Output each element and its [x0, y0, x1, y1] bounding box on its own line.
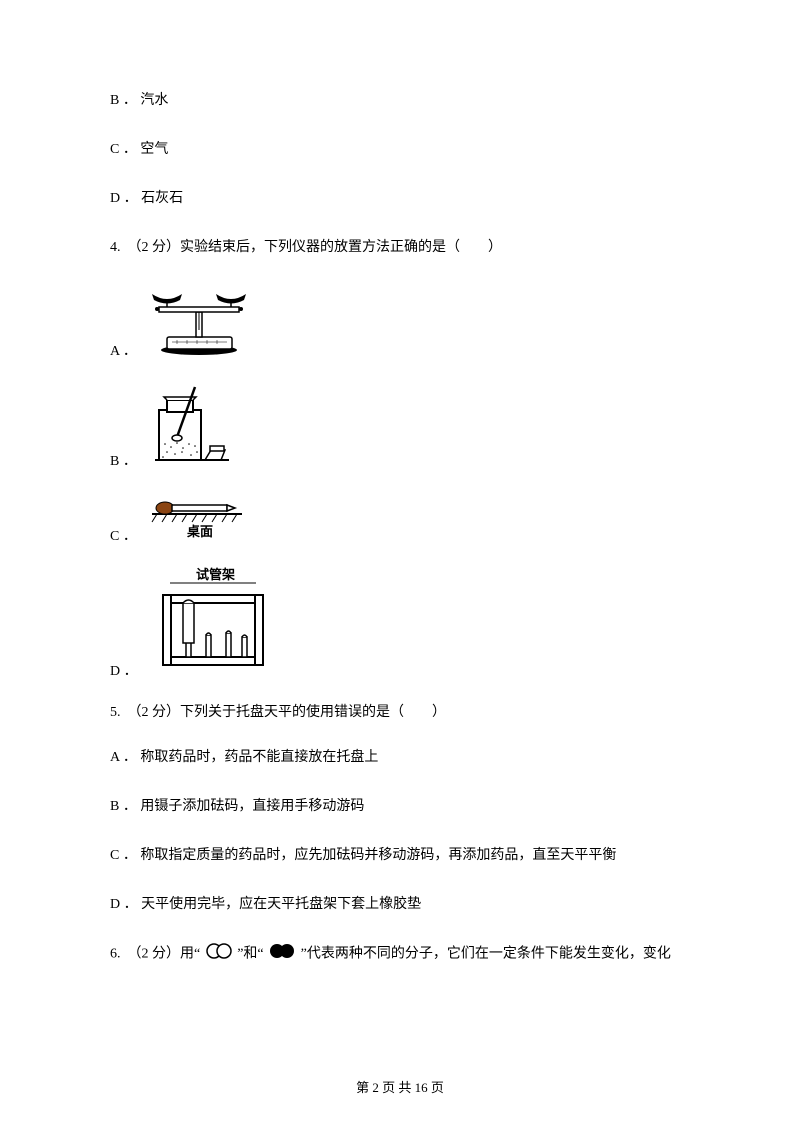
- q6-pre: 6. （2 分）用“: [110, 947, 200, 962]
- q5-option-b: B ． 用镊子添加砝码，直接用手移动游码: [110, 796, 690, 817]
- q4-option-c: C ． 桌面: [110, 492, 690, 547]
- table-surface-label: 桌面: [187, 524, 213, 539]
- question-5-stem: 5. （2 分）下列关于托盘天平的使用错误的是（ ）: [110, 702, 690, 723]
- white-molecule-icon: [204, 943, 234, 966]
- option-b-soda: B ． 汽水: [110, 90, 690, 111]
- dropper-on-table-figure: 桌面: [147, 492, 247, 547]
- option-c-air: C ． 空气: [110, 139, 690, 160]
- q6-mid: ”和“: [237, 947, 263, 962]
- q4-opt-d-label: D ．: [110, 660, 138, 682]
- question-6-stem: 6. （2 分）用“ ”和“ ”代表两种不同的分子，它们在一定条件下能发生变化，…: [110, 943, 690, 966]
- q5-option-c: C ． 称取指定质量的药品时，应先加砝码并移动游码，再添加药品，直至天平平衡: [110, 845, 690, 866]
- page-content: B ． 汽水 C ． 空气 D ． 石灰石 4. （2 分）实验结束后，下列仪器…: [0, 0, 800, 1044]
- q6-post: ”代表两种不同的分子，它们在一定条件下能发生变化，变化: [301, 947, 671, 962]
- test-tube-rack-figure: 试管架: [148, 567, 278, 682]
- q4-option-d: D ． 试管架: [110, 567, 690, 682]
- q5-option-d: D ． 天平使用完毕，应在天平托盘架下套上橡胶垫: [110, 894, 690, 915]
- reagent-bottle-figure: [147, 382, 237, 472]
- q5-option-a: A ． 称取药品时，药品不能直接放在托盘上: [110, 747, 690, 768]
- balance-scale-figure: [147, 282, 252, 362]
- option-d-limestone: D ． 石灰石: [110, 188, 690, 209]
- tube-rack-label: 试管架: [196, 567, 235, 582]
- question-4-stem: 4. （2 分）实验结束后，下列仪器的放置方法正确的是（ ）: [110, 237, 690, 258]
- q4-option-b: B ．: [110, 382, 690, 472]
- q4-option-a: A ．: [110, 282, 690, 362]
- q4-opt-b-label: B ．: [110, 450, 137, 472]
- q4-opt-a-label: A ．: [110, 340, 137, 362]
- page-footer: 第 2 页 共 16 页: [0, 1077, 800, 1096]
- q4-opt-c-label: C ．: [110, 525, 137, 547]
- black-molecule-icon: [267, 943, 297, 966]
